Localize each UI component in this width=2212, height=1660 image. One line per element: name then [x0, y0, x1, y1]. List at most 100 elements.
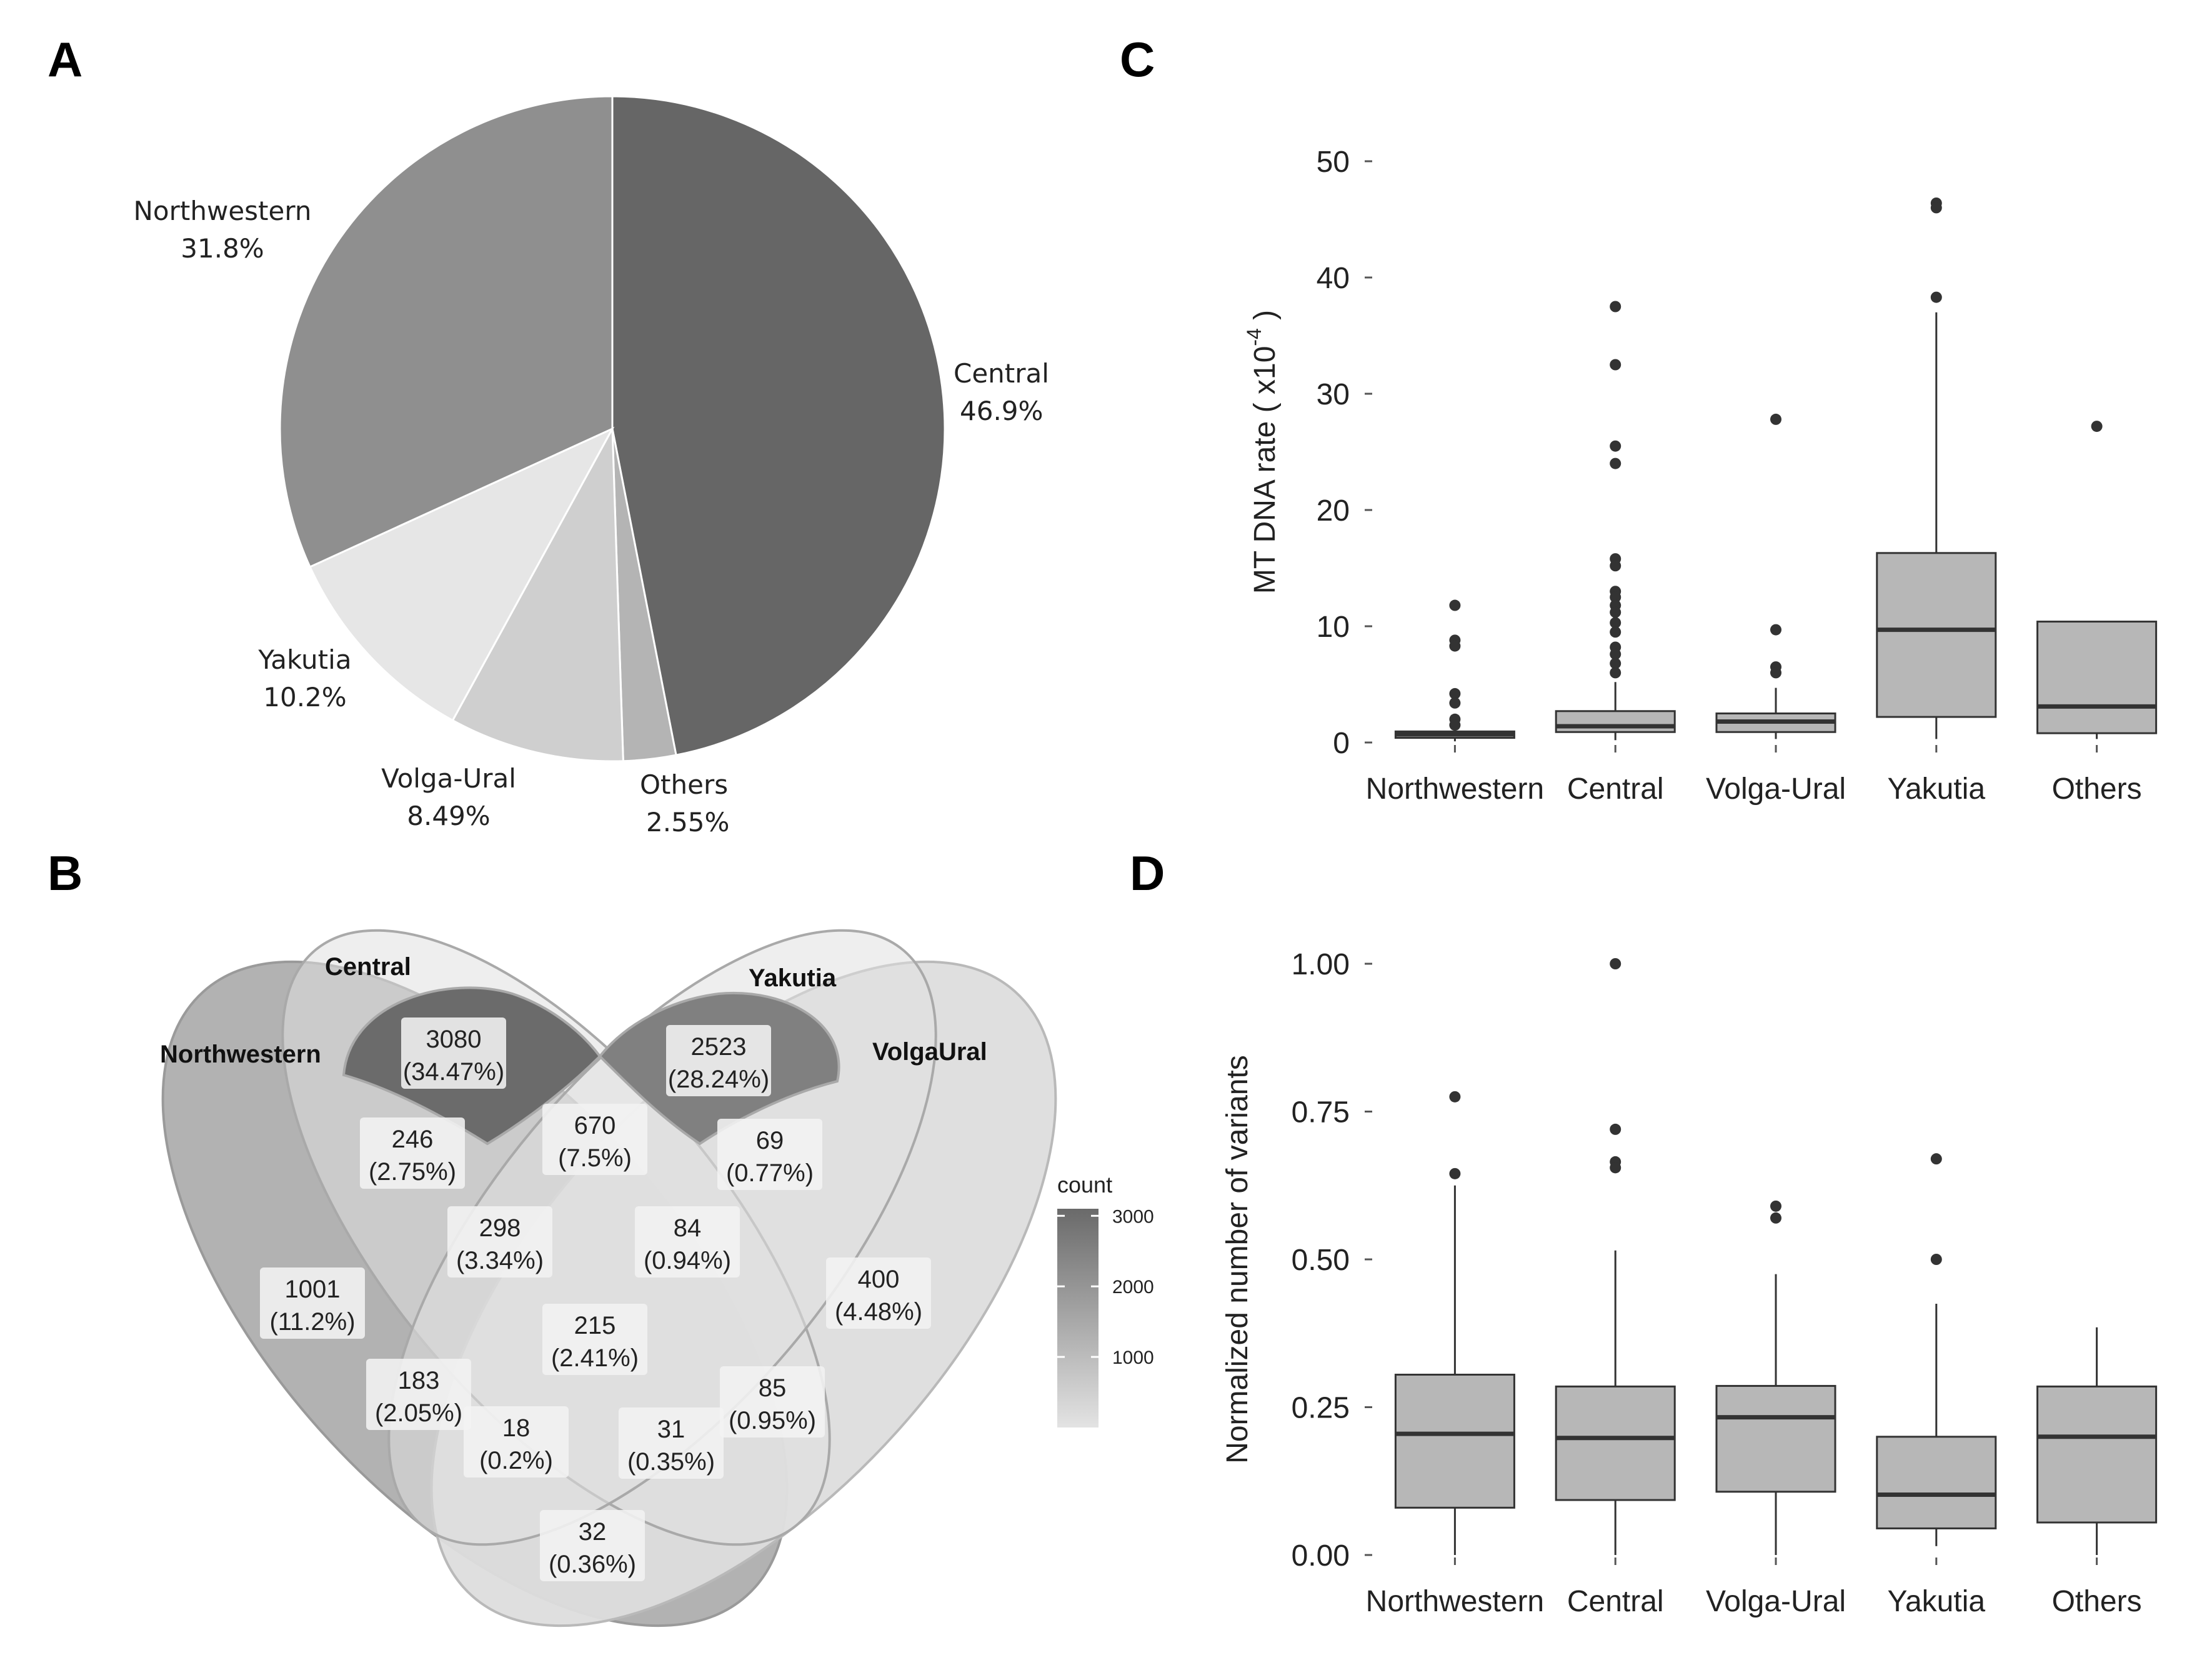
pie-pct-central: 46.9%: [960, 396, 1043, 426]
y-tick-label-10: 10: [1317, 611, 1350, 644]
venn-label-bg-central-yakutia: [542, 1104, 647, 1175]
venn-count-central-yakutia-volgaural: 84: [674, 1214, 702, 1242]
venn-label-bg-yakutia-volgaural: [717, 1119, 822, 1190]
pie-label-volga-ural: Volga-Ural: [381, 763, 516, 794]
outlier-volga-ural-1: [1770, 1212, 1781, 1224]
y-tick-label-50: 50: [1317, 146, 1350, 179]
outlier-volga-ural-0: [1770, 1200, 1781, 1212]
venn-pct-yakutia: (28.24%): [668, 1066, 769, 1093]
venn-label-bg-northwestern-central-yakutia: [447, 1206, 552, 1278]
venn-label-bg-northwestern-central: [360, 1118, 465, 1189]
venn-count-central-yakutia: 670: [574, 1112, 616, 1139]
venn-legend: count 3000 2000 1000: [1057, 1172, 1154, 1428]
outlier-others-0: [2091, 421, 2103, 432]
venn-count-northwestern-central: 246: [392, 1126, 434, 1153]
y-tick-label-30: 30: [1317, 378, 1350, 411]
box-volga-ural: [1715, 1384, 1836, 1493]
y-axis-title-superscript: -4: [1243, 328, 1265, 346]
venn-count-yakutia: 2523: [691, 1033, 747, 1061]
venn-label-bg-central-volgaural: [720, 1366, 825, 1438]
venn-label-bg-northwestern-central-yakutia-volgaural: [542, 1304, 647, 1375]
pie-slice-central: [611, 95, 946, 756]
outlier-central-0: [1610, 301, 1622, 312]
outlier-central-14: [1610, 658, 1622, 669]
box-central: [1555, 710, 1676, 733]
panel-label-d: D: [1130, 846, 1165, 901]
x-tick-label-others: Others: [2052, 1585, 2142, 1618]
panel-label-a: A: [47, 32, 82, 87]
venn-pct-central-yakutia-volgaural: (0.94%): [644, 1247, 731, 1274]
venn-pct-central-yakutia: (7.5%): [558, 1144, 632, 1172]
x-tick-label-yakutia: Yakutia: [1888, 772, 1986, 806]
box-others: [2036, 1385, 2158, 1524]
venn-label-bg-yakutia: [666, 1025, 771, 1096]
venn-label-bg-volgaural: [826, 1258, 931, 1329]
venn-set-label-volgaural: VolgaUral: [872, 1038, 987, 1066]
y-axis-title: Normalized number of variants: [1221, 1055, 1254, 1464]
venn-count-northwestern-central-yakutia: 298: [479, 1214, 521, 1242]
outlier-central-2: [1610, 440, 1622, 452]
x-tick-label-yakutia: Yakutia: [1888, 1585, 1986, 1618]
venn-count-central-volgaural: 85: [759, 1374, 787, 1402]
outlier-volga-ural-3: [1770, 667, 1781, 679]
y-tick-label-0-75: 0.75: [1292, 1096, 1350, 1129]
pie-label-others: Others: [640, 769, 728, 800]
outlier-northwestern-0: [1449, 599, 1461, 611]
outlier-central-9: [1610, 606, 1622, 618]
panel-label-b: B: [47, 846, 82, 901]
x-tick-label-central: Central: [1567, 772, 1664, 806]
outlier-northwestern-1: [1449, 1168, 1461, 1179]
outlier-yakutia-1: [1930, 1254, 1942, 1265]
outlier-volga-ural-1: [1770, 624, 1781, 636]
venn-label-bg-central-yakutia-volgaural: [635, 1206, 740, 1278]
venn-pct-northwestern: (11.2%): [269, 1308, 355, 1336]
box-central: [1555, 1385, 1676, 1501]
legend-tick-label-1000: 1000: [1112, 1348, 1154, 1368]
legend-tick-label-2000: 2000: [1112, 1277, 1154, 1298]
outlier-central-13: [1610, 648, 1622, 660]
outlier-volga-ural-0: [1770, 413, 1781, 425]
venn-diagram: Central Yakutia Northwestern VolgaUral 3…: [160, 929, 1057, 1628]
venn-count-northwestern-yakutia: 183: [398, 1367, 440, 1394]
y-axis-title-end: ): [1248, 310, 1282, 328]
y-tick-label-0-00: 0.00: [1292, 1539, 1350, 1572]
pie-pct-volga-ural: 8.49%: [407, 801, 490, 831]
venn-pct-northwestern-central-volgaural: (0.35%): [627, 1448, 715, 1476]
venn-pct-northwestern-volgaural: (0.36%): [549, 1551, 636, 1578]
pie-slice-volga-ural: [451, 425, 624, 762]
y-tick-label-20: 20: [1317, 494, 1350, 528]
y-tick-label-0-25: 0.25: [1292, 1392, 1350, 1425]
x-tick-label-northwestern: Northwestern: [1366, 772, 1544, 806]
outlier-northwestern-4: [1449, 697, 1461, 709]
venn-set-label-central: Central: [325, 953, 411, 981]
venn-pct-central: (34.47%): [403, 1058, 504, 1086]
venn-label-bg-central: [401, 1018, 506, 1089]
venn-pct-northwestern-yakutia-volgaural: (0.2%): [479, 1447, 553, 1474]
legend-colorbar: [1057, 1209, 1099, 1428]
legend-tick-label-3000: 3000: [1112, 1206, 1154, 1227]
venn-pct-central-volgaural: (0.95%): [729, 1407, 816, 1434]
y-tick-label-0: 0: [1333, 727, 1350, 760]
pie-label-central: Central: [954, 358, 1049, 389]
venn-region-labels: 3080 (34.47%) 2523 (28.24%) 670 (7.5%) 246 (2.7…: [260, 1018, 931, 1581]
outlier-northwestern-0: [1449, 1091, 1461, 1102]
venn-pct-yakutia-volgaural: (0.77%): [726, 1159, 814, 1187]
outlier-central-3: [1610, 458, 1622, 469]
outlier-yakutia-1: [1930, 202, 1942, 214]
outlier-central-15: [1610, 667, 1622, 679]
outlier-northwestern-3: [1449, 688, 1461, 699]
outlier-central-3: [1610, 1162, 1622, 1174]
outlier-northwestern-6: [1449, 719, 1461, 731]
boxplot-normalized-variants: 0.00 0.25 0.50 0.75 1.00 Normalized number of…: [1221, 948, 2158, 1618]
y-tick-label-0-50: 0.50: [1292, 1244, 1350, 1277]
venn-label-bg-northwestern-central-volgaural: [619, 1408, 724, 1479]
venn-label-bg-northwestern-volgaural: [540, 1510, 645, 1581]
legend-title: count: [1057, 1172, 1112, 1198]
legend-ticks: 3000 2000 1000: [1057, 1206, 1154, 1368]
y-tick-label-40: 40: [1317, 262, 1350, 295]
venn-pct-northwestern-central-yakutia-volgaural: (2.41%): [551, 1344, 639, 1372]
x-tick-label-central: Central: [1567, 1585, 1664, 1618]
outlier-yakutia-0: [1930, 1153, 1942, 1165]
pie-slice-yakutia: [309, 426, 615, 722]
pie-pct-yakutia: 10.2%: [263, 682, 346, 712]
